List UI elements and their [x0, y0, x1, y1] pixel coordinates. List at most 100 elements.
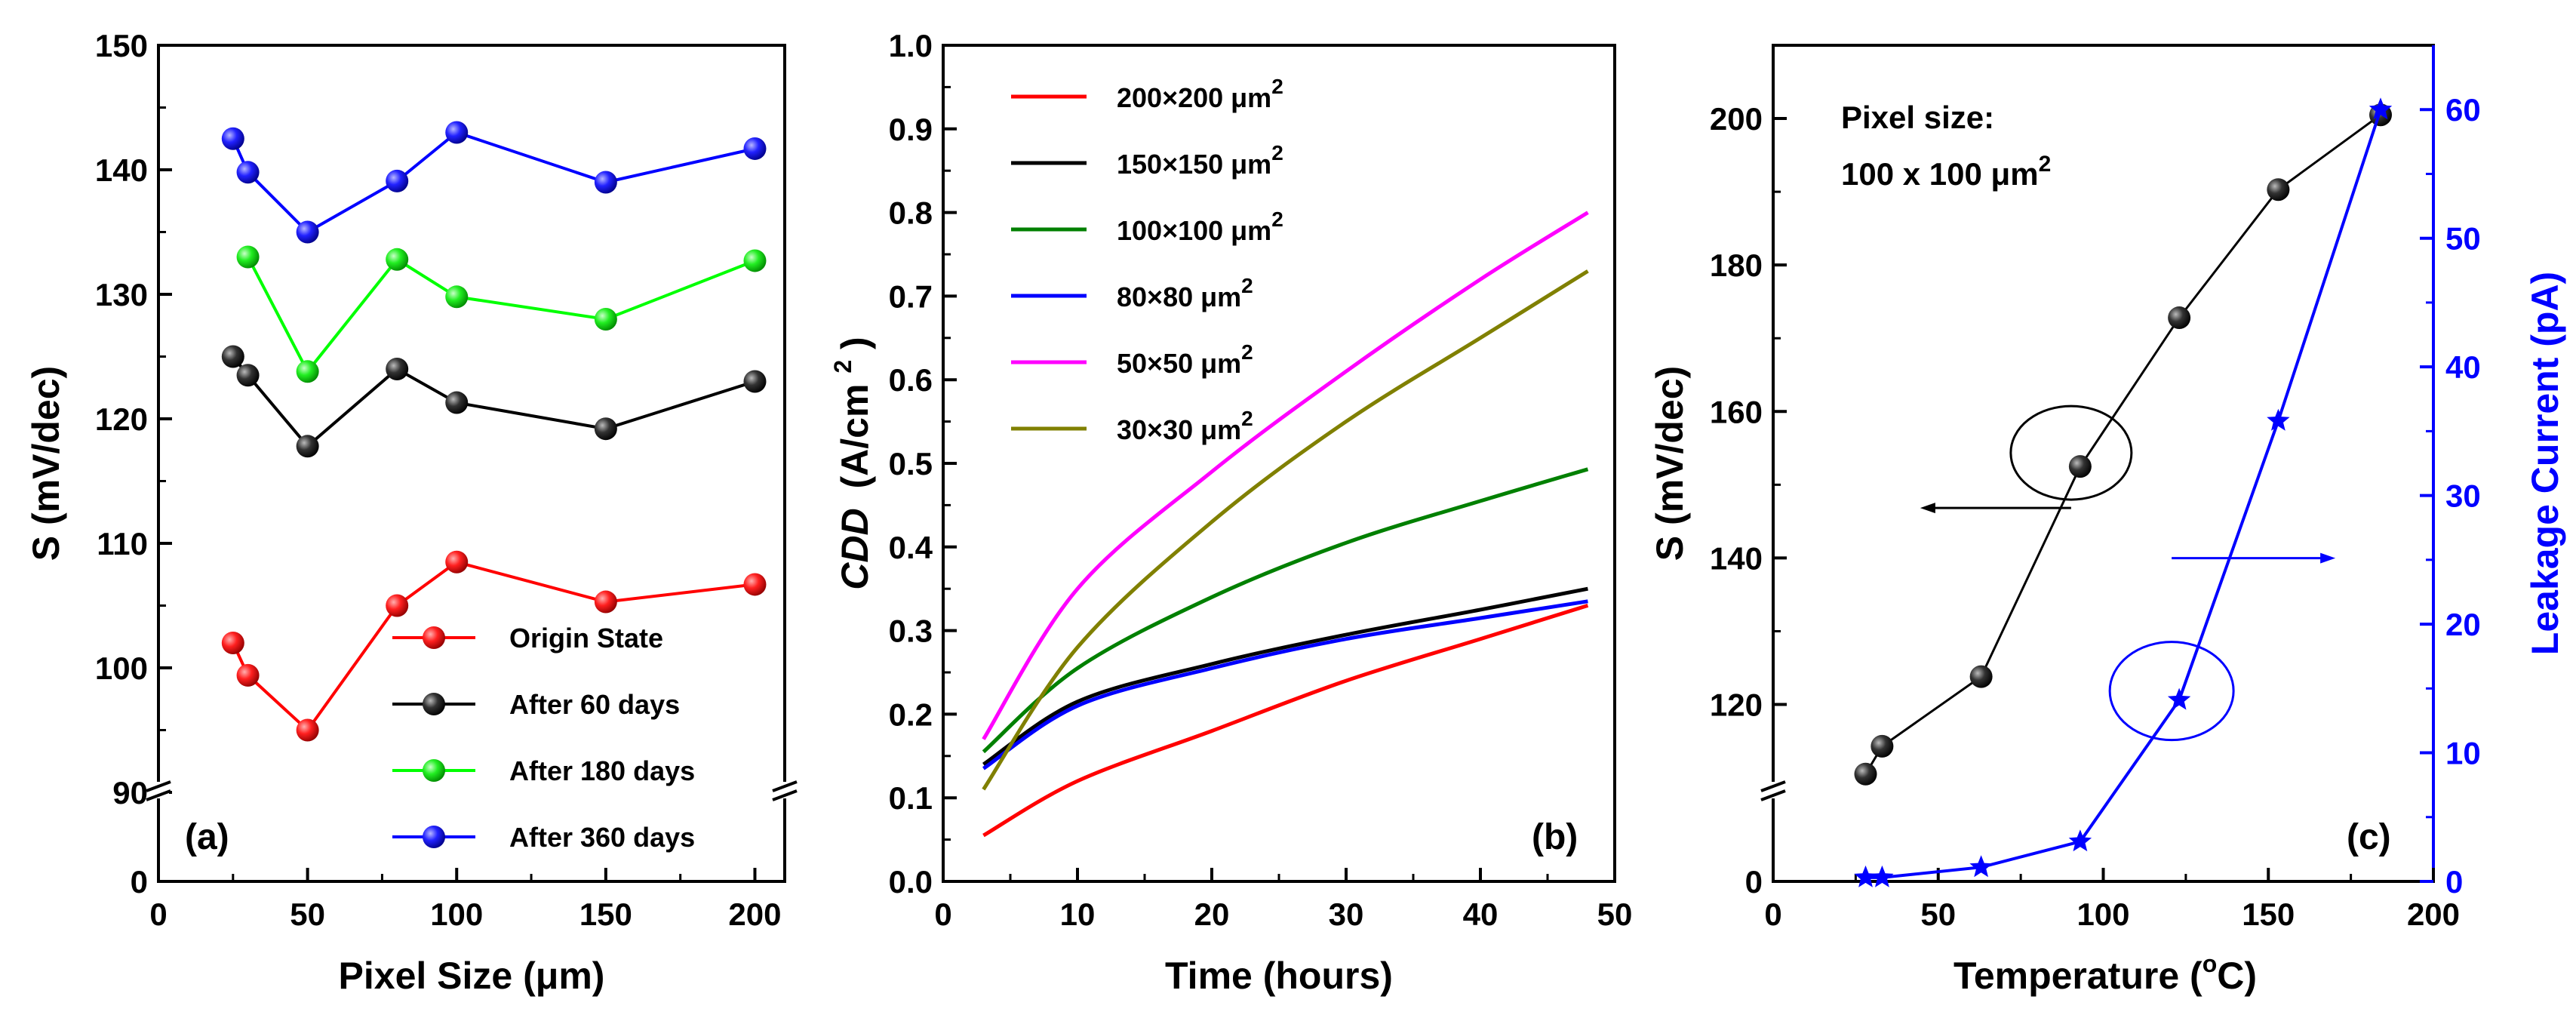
c-leakage-data-point — [2167, 687, 2191, 710]
b-legend-sup: 2 — [1241, 274, 1253, 297]
b-legend-label: 200×200 μm2 — [1117, 75, 1283, 113]
panel-b-ylabel-close: ) — [834, 337, 876, 349]
panel-c-xlabel: Temperature (oC) — [1954, 950, 2257, 997]
panel-a-ylabel: S (mV/dec) — [25, 366, 67, 561]
b-series-curve — [982, 467, 1589, 754]
c-axis-break-slash-1 — [1760, 780, 1786, 792]
c-series-leakage-line — [1865, 109, 2382, 879]
panel-c-note-line1: Pixel size: — [1841, 100, 1994, 135]
c-leakage-data-point — [1969, 855, 1993, 878]
b-series-curve — [982, 211, 1589, 740]
a-legend-label: Origin State — [509, 623, 663, 654]
a-legend-marker — [423, 626, 445, 649]
c-xtick-label: 200 — [2407, 897, 2460, 932]
c-leakage-data-point — [1854, 865, 1877, 887]
a-data-point — [236, 161, 260, 184]
panel-c-note-sup: 2 — [2039, 152, 2052, 177]
c-ytick-right-label: 40 — [2445, 349, 2481, 385]
a-legend-label: After 60 days — [509, 689, 680, 720]
b-ytick-label: 0.0 — [889, 864, 933, 900]
c-series-s-line — [1864, 113, 2381, 775]
panel-c-label: (c) — [2347, 817, 2391, 857]
panel-b-label: (b) — [1532, 817, 1578, 857]
c-leakage-data-point — [2369, 97, 2393, 120]
panel-b-ticks: 0 10 20 30 40 50 0.0 0.1 0.2 0.3 0.4 0.5 0.6 0.7 0.8 0.… — [889, 28, 1633, 932]
a-data-point — [386, 248, 409, 271]
c-s-data-point — [1854, 762, 1877, 786]
a-data-point — [594, 308, 617, 331]
a-axis-break-slash-2 — [146, 789, 171, 801]
a-series-line — [231, 131, 755, 234]
c-s-data-point — [2267, 178, 2290, 201]
c-ytick-label: 160 — [1710, 394, 1763, 429]
a-data-point — [296, 360, 319, 383]
c-leakage-data-point — [1871, 865, 1894, 887]
c-annot-arrowhead-right — [2320, 552, 2336, 564]
c-ytick-right-label: 60 — [2445, 92, 2481, 128]
c-ytick-right-label: 20 — [2445, 607, 2481, 642]
panel-a-ticks: 0 50 100 150 200 90 100 110 120 130 140 150 0 — [95, 28, 798, 932]
a-ytick-label: 90 — [112, 775, 148, 810]
a-data-point — [743, 370, 767, 393]
c-s-data-point — [1969, 665, 1993, 688]
c-xtick-label: 50 — [1920, 897, 1956, 932]
panel-a-series — [221, 121, 767, 742]
b-xtick-label: 20 — [1194, 897, 1230, 932]
panel-b-ylabel-cdd: CDD — [834, 508, 876, 589]
a-data-point — [221, 127, 244, 150]
b-legend-label: 30×30 μm2 — [1117, 407, 1253, 445]
a-data-point — [594, 590, 617, 614]
panel-c-xlabel-a: Temperature ( — [1954, 955, 2203, 997]
panel-c-series — [1854, 97, 2393, 887]
a-xtick-label: 50 — [290, 897, 325, 932]
c-s-data-point — [2168, 306, 2191, 330]
a-ytick-label: 0 — [131, 864, 148, 900]
b-series-curve — [982, 599, 1588, 770]
panel-b-ylabel-sup: 2 — [829, 360, 856, 374]
b-legend-sup: 2 — [1241, 340, 1253, 364]
panel-c-note-line2: 100 x 100 μm2 — [1841, 152, 2051, 192]
a-xtick-label: 0 — [149, 897, 167, 932]
c-s-data-point — [1871, 734, 1894, 758]
c-ytick-label: 120 — [1710, 687, 1763, 723]
b-series-curve — [982, 269, 1589, 791]
b-ytick-label: 0.6 — [889, 362, 933, 398]
panel-b-series — [982, 211, 1589, 838]
b-legend-label: 80×80 μm2 — [1117, 274, 1253, 312]
a-legend-label: After 180 days — [509, 755, 695, 786]
a-axis-break-slash-1 — [146, 780, 171, 792]
a-ytick-label: 150 — [95, 28, 148, 63]
a-ytick-label: 110 — [97, 526, 148, 561]
b-ytick-label: 0.7 — [889, 278, 933, 314]
c-leakage-data-point — [2068, 829, 2092, 852]
panel-b-frame — [942, 44, 1616, 883]
a-data-point — [386, 594, 409, 617]
panel-c-annotations — [1920, 404, 2336, 742]
a-data-point — [221, 632, 244, 654]
a-data-point — [296, 718, 319, 742]
c-ytick-right-label: 0 — [2445, 864, 2463, 900]
a-axis-break-right-slash-1 — [772, 780, 798, 792]
b-ytick-label: 0.4 — [889, 530, 933, 565]
b-ytick-label: 0.2 — [889, 697, 933, 732]
b-legend-sup: 2 — [1271, 208, 1283, 231]
panel-a-legend: Origin State After 60 days After 180 days A… — [392, 623, 695, 853]
panel-c-xlabel-deg: o — [2203, 950, 2218, 977]
b-legend-size: 30×30 μm — [1117, 414, 1241, 445]
c-xtick-label: 150 — [2242, 897, 2295, 932]
c-ytick-label: 180 — [1710, 248, 1763, 283]
b-legend-label: 50×50 μm2 — [1117, 340, 1253, 379]
a-ytick-label: 130 — [95, 277, 148, 312]
b-legend-label: 100×100 μm2 — [1117, 208, 1283, 246]
b-legend-size: 50×50 μm — [1117, 348, 1241, 379]
b-legend-sup: 2 — [1241, 407, 1253, 430]
a-data-point — [445, 391, 469, 414]
b-ytick-label: 0.1 — [889, 780, 933, 816]
b-ytick-label: 0.9 — [889, 112, 933, 147]
c-ytick-label: 140 — [1710, 540, 1763, 576]
c-annot-arrowhead-left — [1920, 503, 1935, 514]
